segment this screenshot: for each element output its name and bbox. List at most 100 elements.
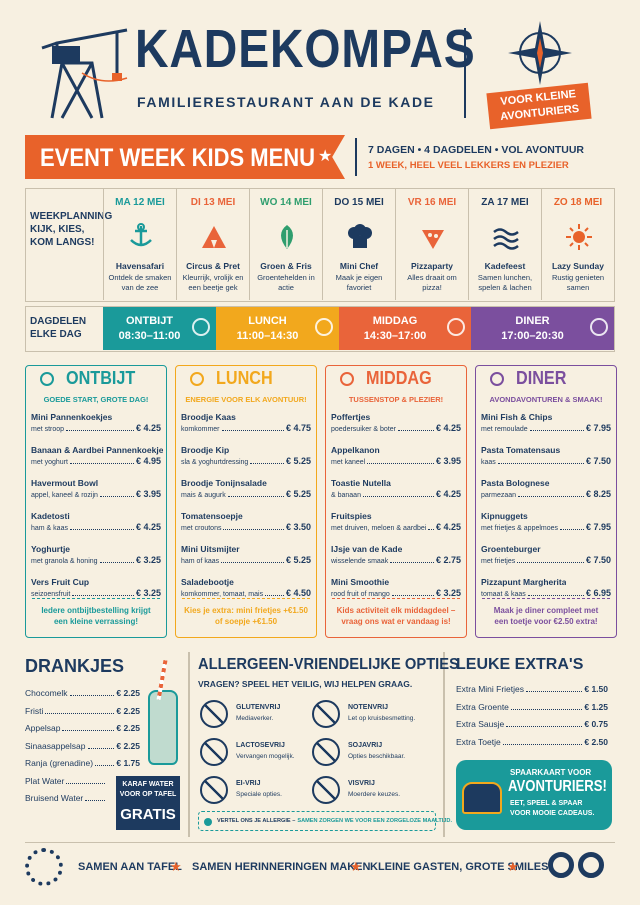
menu-note: Iedere ontbijtbestelling krijgt: [41, 606, 151, 615]
leader: [529, 430, 584, 431]
allergen-desc: Vervangen mogelijk.: [236, 753, 295, 760]
badge-line: VOOR OP TAFEL: [119, 791, 177, 798]
note-rule: [182, 598, 310, 599]
day-date: ZO 18 MEI: [553, 197, 603, 208]
item-price: € 3.25: [135, 588, 161, 598]
extra-name: Extra Toetje: [456, 736, 501, 747]
divider: [355, 138, 357, 176]
menu-subtitle: ENERGIE VOOR ELK AVONTUUR!: [185, 395, 307, 404]
drink-item: Plat Water: [25, 776, 107, 786]
allergen-desc: Moerdere keuzes.: [348, 791, 401, 798]
menu-subtitle: TUSSENSTOP & PLEZIER!: [348, 395, 444, 404]
drink-item: Fristi € 2.25: [25, 706, 140, 716]
menu-item: Vers Fruit Cup seizoensfruit € 3.25: [31, 577, 161, 607]
allergen-name: LACTOSEVRIJ: [236, 742, 285, 749]
day-cell: ZA 17 MEI Kadefeest Samen lunchen, spelen …: [468, 189, 541, 300]
allergen-desc: Mediaverker.: [236, 715, 274, 722]
day-icon: [129, 223, 152, 247]
menu-item: Poffertjes poedersuiker & boter € 4.25: [331, 412, 461, 442]
item-price: € 2.75: [435, 555, 461, 565]
day-desc: Groentehelden in actie: [257, 273, 315, 292]
leader: [362, 496, 434, 497]
star: ★: [507, 859, 519, 874]
day-date: DO 15 MEI: [334, 197, 384, 208]
item-row: met kaneel € 3.95: [331, 456, 461, 466]
item-desc: wisselende smaak: [331, 558, 389, 565]
item-row: appel, kaneel & rozijn € 3.95: [31, 489, 161, 499]
compass: [508, 21, 572, 85]
leader: [560, 529, 584, 530]
item-desc: met frietjes & appelmoes: [481, 525, 559, 532]
item-row: & banaan € 4.25: [331, 489, 461, 499]
extra-price: € 0.75: [584, 719, 608, 729]
footer-part: VERTEL ONS JE ALLERGIE –: [217, 818, 296, 824]
tagline: FAMILIERESTAURANT AAN DE KADE: [137, 94, 435, 110]
leader: [85, 800, 105, 801]
extra-price: € 1.25: [584, 701, 608, 712]
menu-item: Yoghurtje met granola & honing € 3.25: [31, 544, 161, 574]
item-desc: & banaan: [331, 492, 361, 499]
drink-name: Appelsap: [25, 723, 61, 733]
day-date: WO 14 MEI: [260, 197, 312, 208]
item-desc: met kaneel: [331, 459, 366, 466]
day-date: DI 13 MEI: [190, 197, 236, 208]
leader: [367, 463, 434, 464]
item-price: € 7.50: [585, 456, 611, 466]
star: ★: [350, 859, 362, 874]
day-title: Mini Chef: [339, 261, 379, 271]
allergen-title: ALLERGEEN-VRIENDELIJKE OPTIES: [198, 656, 459, 673]
item-name: Broodje Kaas: [181, 412, 236, 422]
daypart: ONTBIJT 08:30–11:00: [103, 307, 216, 350]
drink-price: € 2.25: [116, 688, 140, 698]
item-name: Havermout Bowl: [31, 478, 99, 488]
item-desc: met yoghurt: [31, 459, 68, 466]
leader: [62, 730, 115, 731]
footer-text: SAMEN AAN TAFEL: [78, 861, 182, 873]
drink-item: Bruisend Water: [25, 793, 107, 803]
drink-item: Ranja (grenadine) € 1.75: [25, 758, 140, 768]
extra-name: Extra Sausje: [456, 719, 505, 729]
extra-price: € 2.50: [584, 736, 608, 747]
item-row: met yoghurt € 4.95: [31, 456, 161, 466]
drink-name: Plat Water: [25, 775, 65, 786]
leader: [517, 562, 584, 563]
day-title: Groen & Fris: [260, 261, 312, 271]
leader: [250, 463, 284, 464]
item-price: € 3.25: [135, 555, 161, 565]
crane-illustration: [41, 28, 128, 119]
note-rule: [482, 598, 610, 599]
card-text: EET, SPEEL & SPAAR: [510, 800, 583, 807]
leader: [69, 463, 134, 464]
item-row: sla & yoghurtdressing € 5.25: [181, 456, 311, 466]
day-cell: ZO 18 MEI Lazy Sunday Rustig genieten same…: [541, 189, 614, 300]
day-date: VR 16 MEI: [407, 197, 457, 208]
menu-item: Kipnuggets met frietjes & appelmoes € 7.95: [481, 511, 611, 541]
note-rule: [332, 598, 460, 599]
day-icon: [565, 224, 592, 250]
item-name: Saladebootje: [181, 577, 234, 587]
item-price: € 4.95: [135, 456, 161, 466]
drink-name: Bruisend Water: [25, 793, 84, 803]
daypart: MIDDAG 14:30–17:00: [339, 307, 471, 350]
item-desc: met granola & honing: [31, 558, 98, 565]
drink-price: € 2.25: [116, 723, 140, 733]
badge-line: KARAF WATER: [122, 781, 174, 788]
menu-item: Groenteburger met frietjes € 7.50: [481, 544, 611, 574]
loyalty-card: SPAARKAART VOOR AVONTURIERS! EET, SPEEL & …: [456, 760, 612, 830]
menu-note: vraag ons wat er vandaag is!: [341, 617, 451, 626]
leader: [502, 743, 583, 745]
allergen-name: EI-VRIJ: [236, 780, 261, 787]
menu-note: Kies je extra: mini frietjes +€1.50: [184, 606, 308, 615]
allergen-desc: Let op kruisbesmetting.: [348, 715, 416, 722]
banner-title: EVENT WEEK KIDS MENU: [40, 144, 316, 172]
allergen-icon: [200, 738, 228, 766]
item-name: Vers Fruit Cup: [31, 577, 90, 587]
allergen-icon: [200, 776, 228, 804]
menu-note: een toetje voor €2.50 extra!: [494, 617, 598, 626]
item-desc: met remoulade: [481, 426, 528, 433]
item-desc: tomaat & kaas: [481, 591, 526, 598]
menu-item: Havermout Bowl appel, kaneel & rozijn € 3.…: [31, 478, 161, 508]
item-price: € 7.95: [585, 522, 611, 532]
item-name: Fruitspies: [331, 511, 372, 521]
